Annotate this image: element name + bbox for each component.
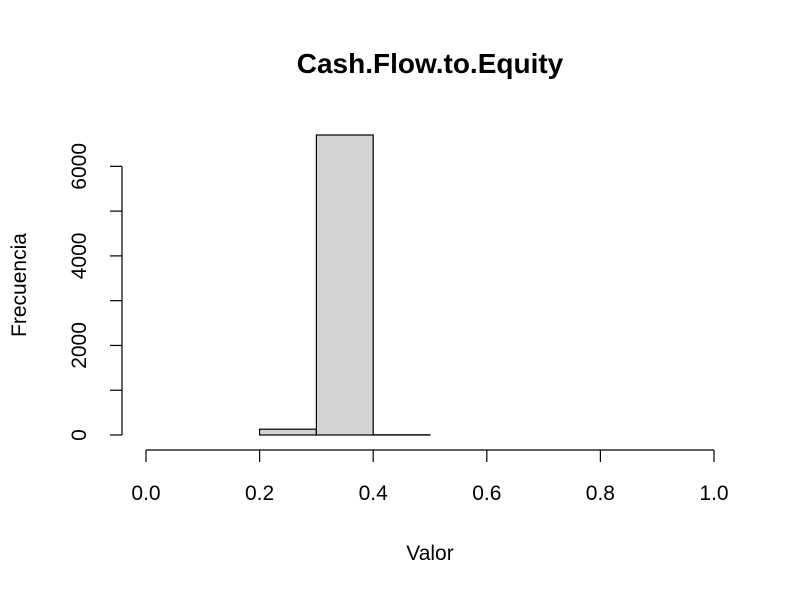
- y-tick-label: 6000: [68, 143, 91, 190]
- y-tick-label: 4000: [68, 233, 91, 280]
- histogram-bar-2: [259, 428, 318, 436]
- x-tick-label: 0.6: [472, 482, 501, 505]
- chart-title: Cash.Flow.to.Equity: [297, 48, 564, 79]
- histogram-bar-3: [315, 134, 374, 436]
- x-tick-label: 0.8: [586, 482, 615, 505]
- x-tick-label: 1.0: [699, 482, 728, 505]
- y-axis: 0 2000 4000 6000: [68, 143, 123, 441]
- y-tick-label: 0: [68, 429, 91, 441]
- x-tick-label: 0.0: [131, 482, 160, 505]
- histogram-bars: [259, 134, 431, 436]
- x-tick-label: 0.4: [359, 482, 389, 505]
- x-tick-label: 0.2: [245, 482, 274, 505]
- x-axis-label: Valor: [406, 542, 453, 565]
- x-axis: 0.0 0.2 0.4 0.6 0.8 1.0: [131, 449, 729, 505]
- y-tick-label: 2000: [68, 322, 91, 369]
- y-axis-label: Frecuencia: [8, 233, 31, 337]
